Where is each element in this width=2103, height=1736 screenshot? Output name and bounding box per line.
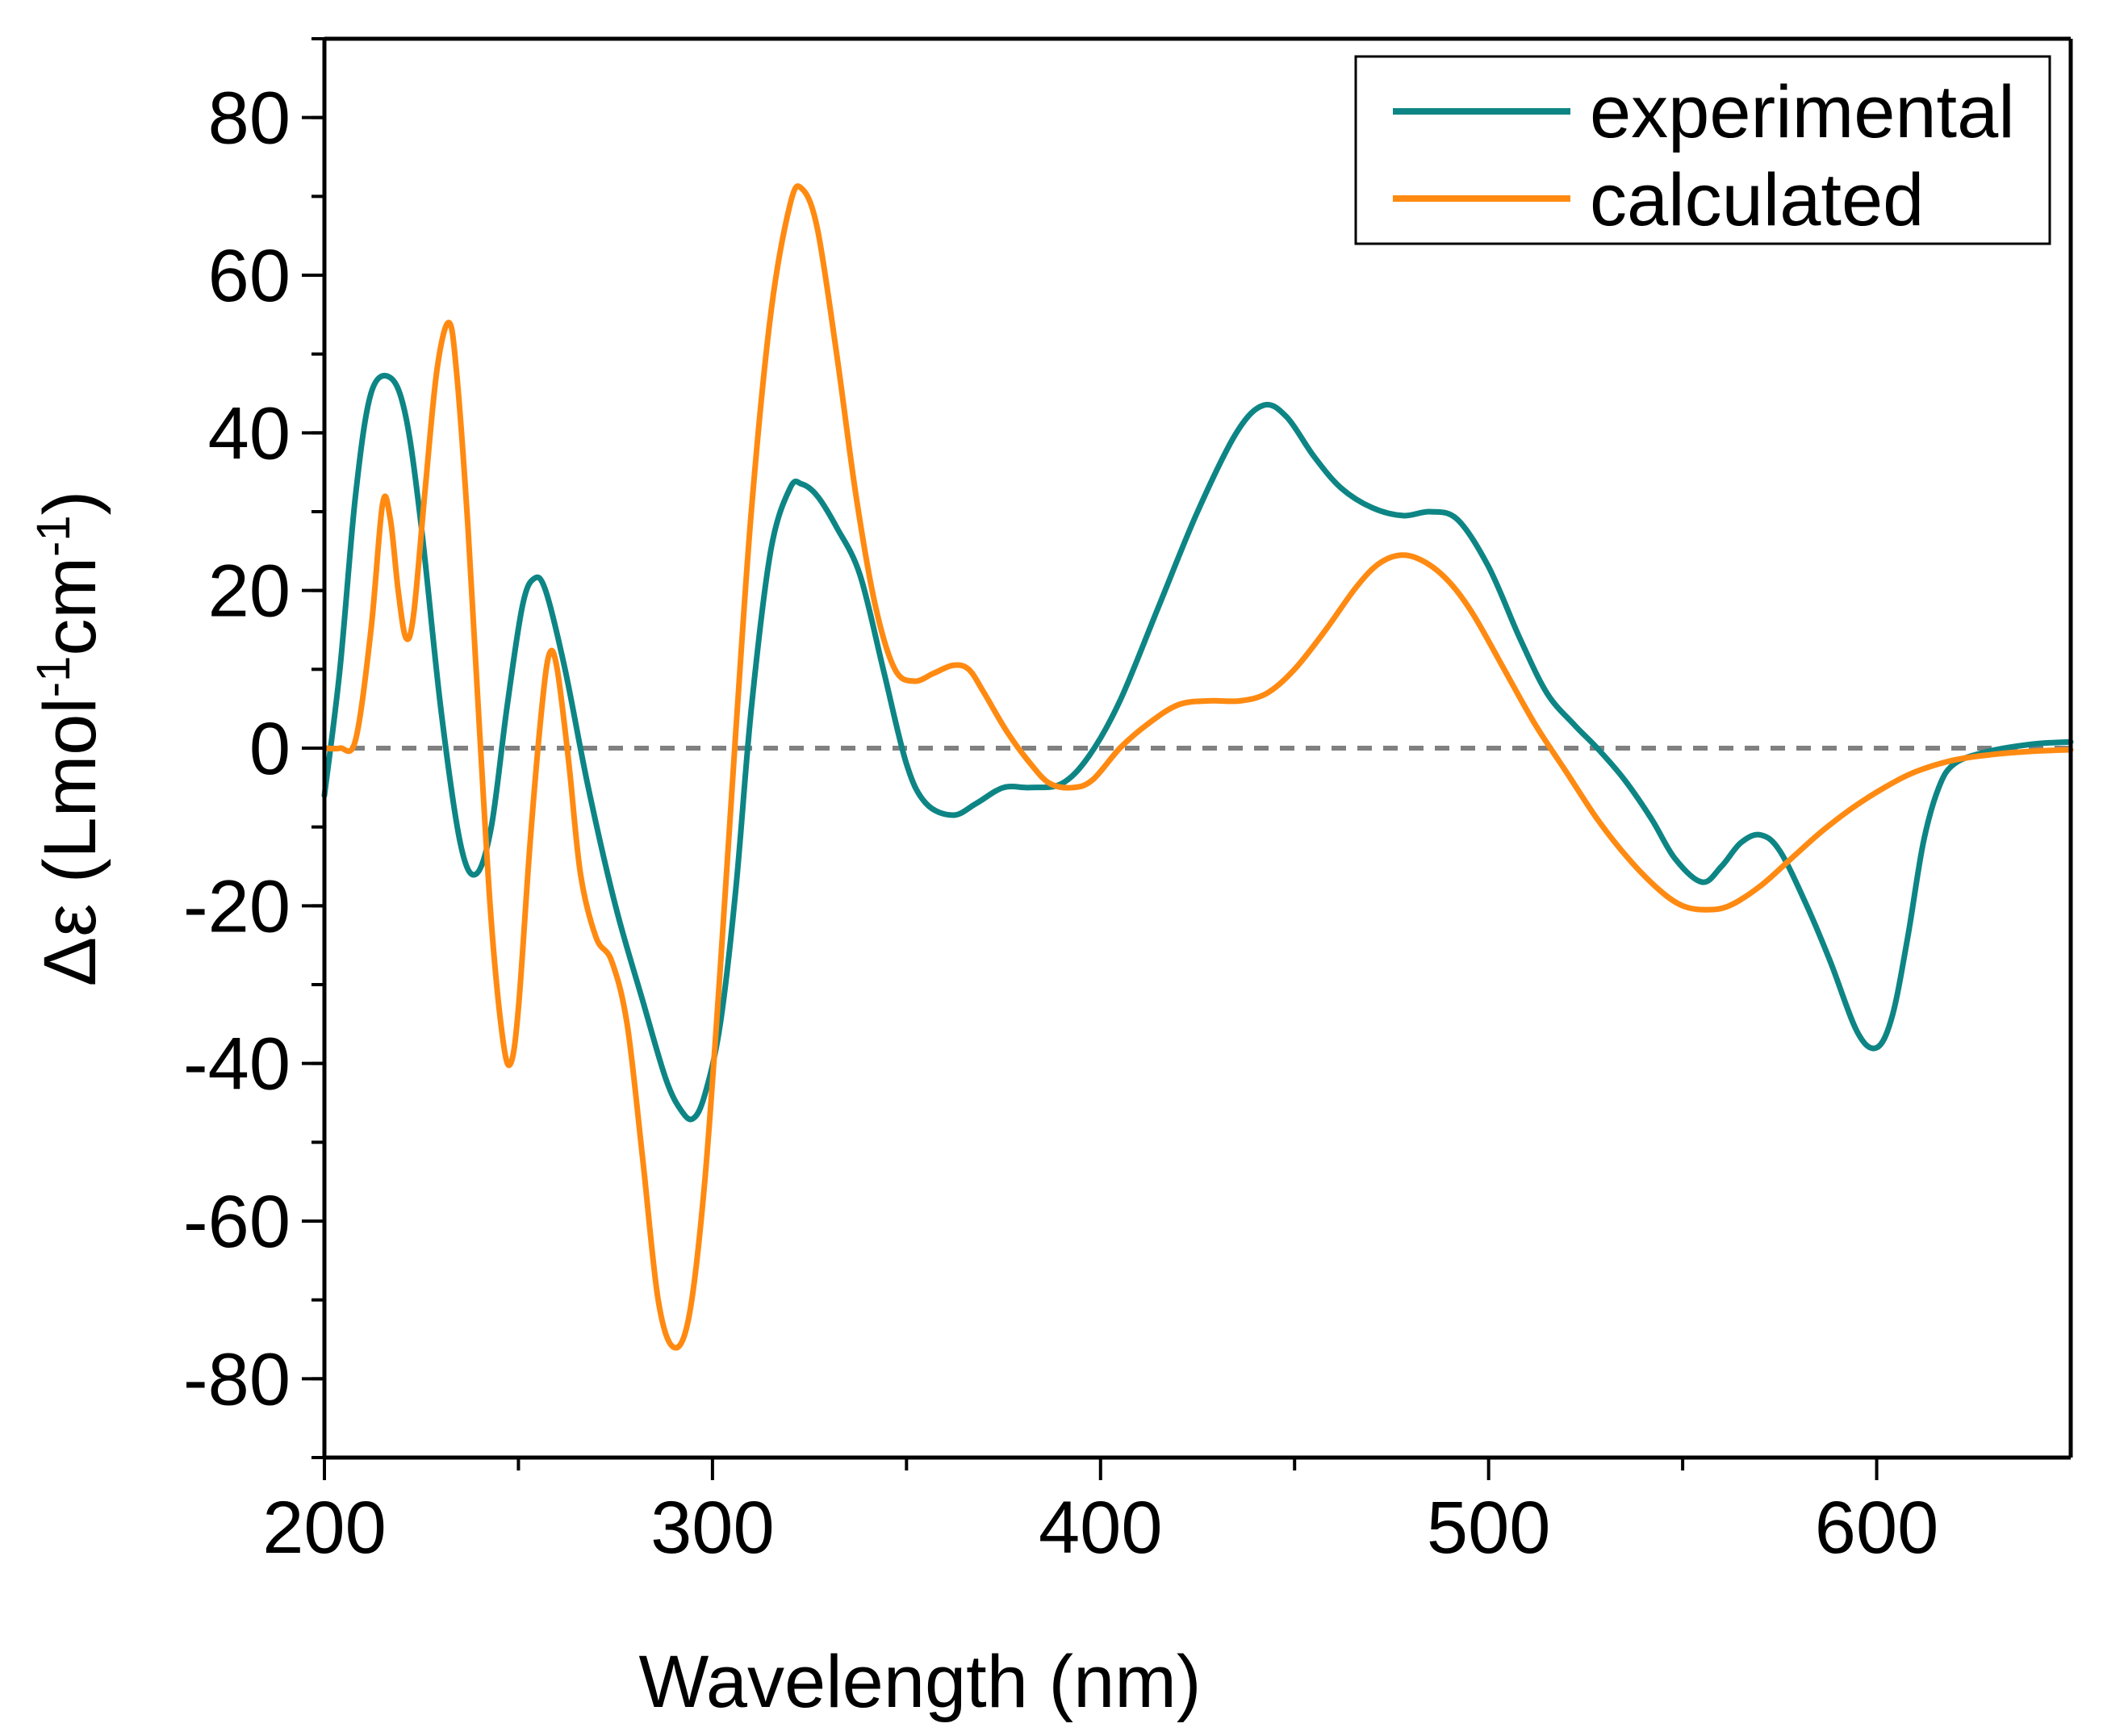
y-tick-label: -80 [183,1338,291,1420]
legend-label-experimental: experimental [1590,71,2015,153]
y-axis-title-sup2: -1 [27,515,80,557]
legend-box [1354,55,2051,245]
y-axis-title-sup1: -1 [27,656,80,698]
y-tick-label: 20 [208,550,291,633]
x-tick-label: 400 [1039,1487,1163,1569]
y-tick-label: 80 [208,77,291,160]
y-tick-label: 40 [208,392,291,475]
y-tick-label: 60 [208,235,291,317]
y-tick-label: -60 [183,1181,291,1263]
y-tick-label: 0 [249,708,291,790]
y-axis-title: Δε (Lmol-1cm-1) [27,491,112,987]
y-tick-label: -40 [183,1023,291,1106]
series-line-experimental [321,373,2074,1123]
legend-label-calculated: calculated [1590,159,1924,241]
x-tick-label: 300 [650,1487,775,1569]
x-axis-title: Wavelength (nm) [638,1641,1201,1723]
x-tick-label: 600 [1815,1487,1939,1569]
x-tick-label: 500 [1427,1487,1551,1569]
legend: experimental calculated [1354,55,2051,245]
series-line-calculated [321,183,2074,1351]
y-tick-label: -20 [183,865,291,947]
y-axis-title-mid: cm [29,557,111,656]
x-tick-label: 200 [262,1487,387,1569]
y-axis-title-end: ) [29,491,111,516]
y-axis-title-main: Δε (Lmol [29,697,111,986]
